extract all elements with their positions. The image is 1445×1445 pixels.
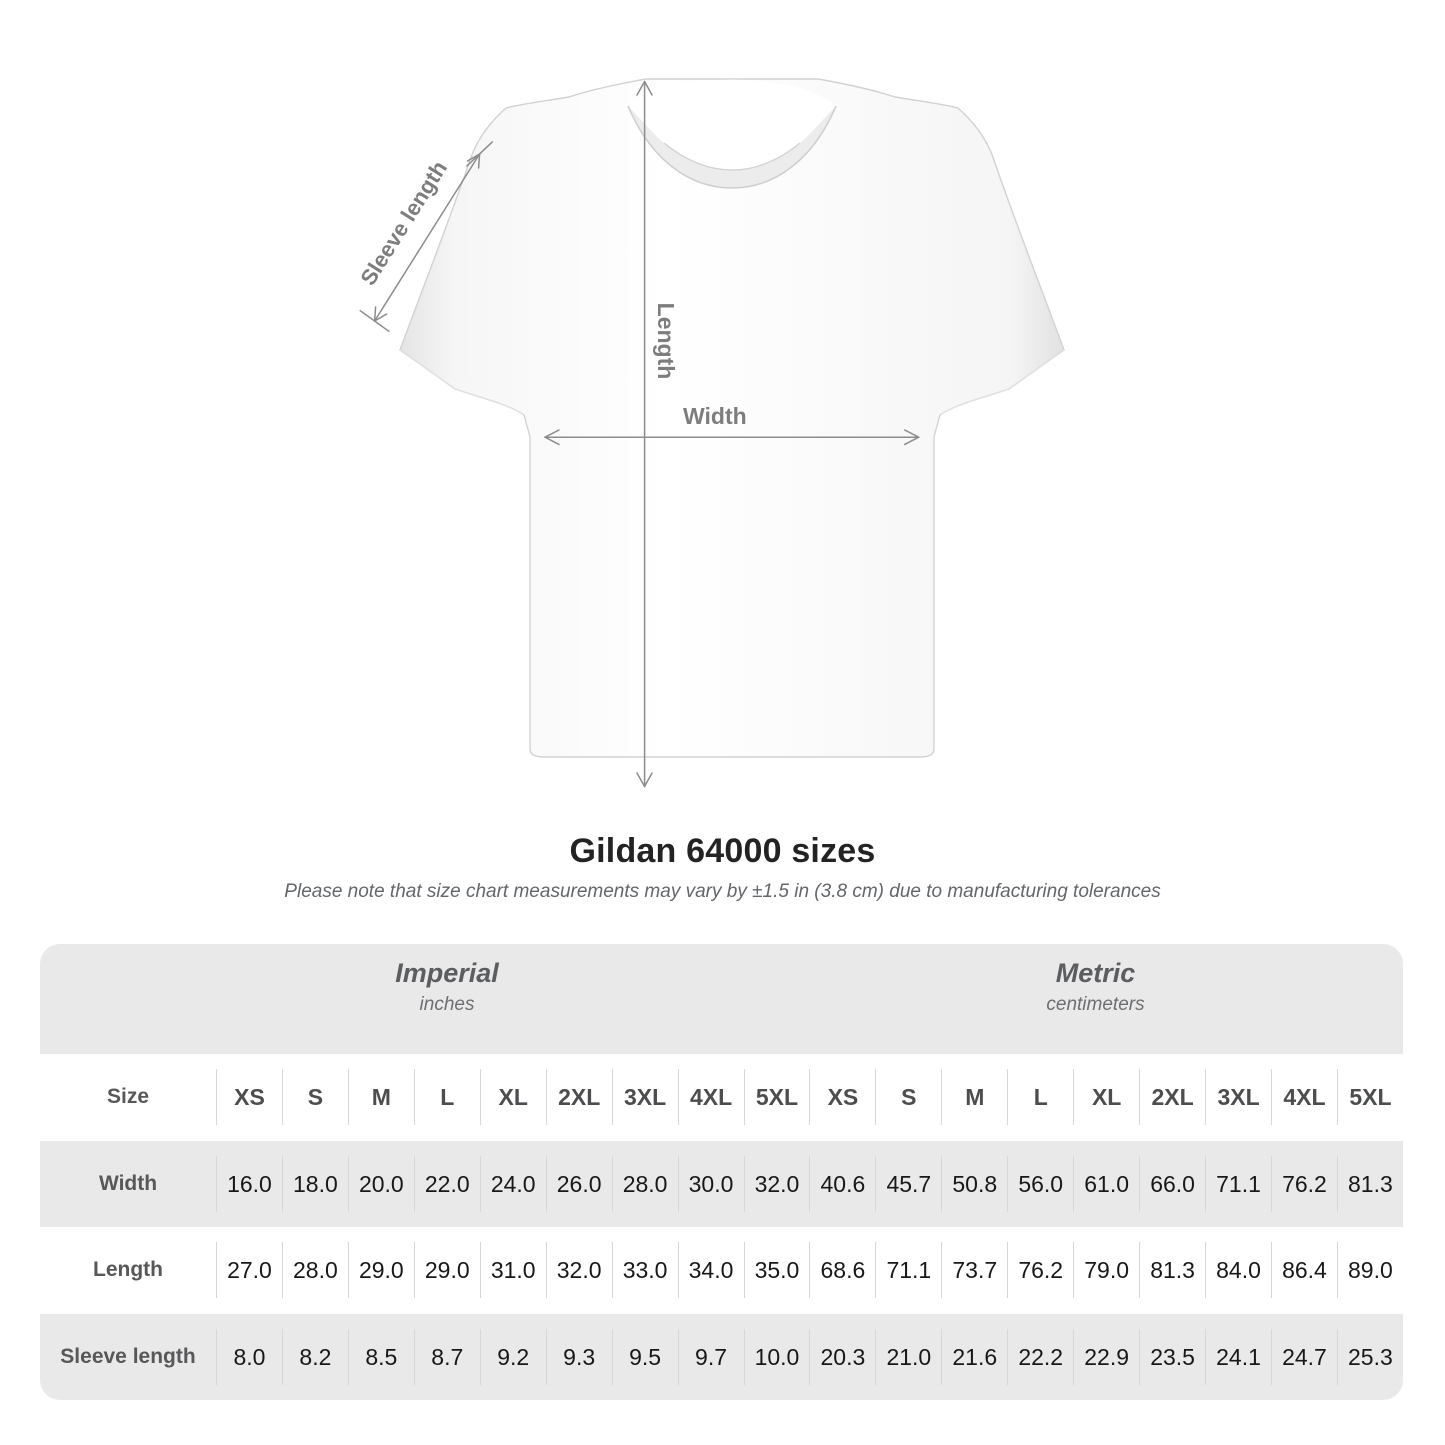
svg-text:Length: Length bbox=[653, 303, 679, 380]
svg-text:Width: Width bbox=[683, 403, 747, 429]
